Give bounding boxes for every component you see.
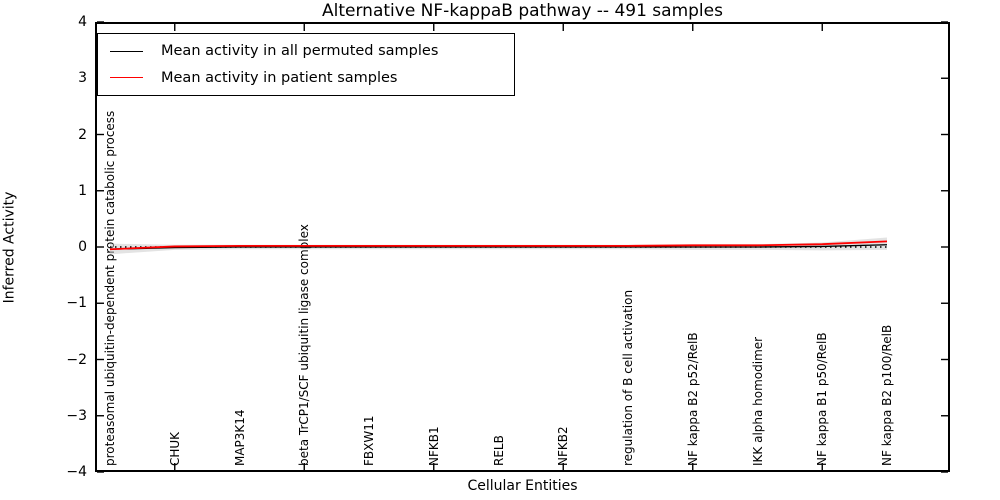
y-tick-label: 4: [78, 14, 87, 30]
y-tick-label: −4: [66, 464, 87, 480]
permuted-line-swatch-icon: [110, 50, 143, 52]
x-tick-label: MAP3K14: [232, 409, 247, 466]
series-line-1: [109, 240, 888, 251]
x-tick-label: NFKB2: [556, 426, 571, 466]
series-line-0: [109, 244, 888, 250]
x-tick-label: proteasomal ubiquitin-dependent protein …: [103, 110, 117, 466]
y-tick-label: −3: [66, 407, 87, 424]
x-tick-label: CHUK: [167, 431, 182, 466]
x-tick-label: regulation of B cell activation: [621, 289, 635, 466]
uncertainty-band: [110, 237, 887, 255]
y-tick-label: −2: [66, 351, 87, 368]
legend-entry-permuted: Mean activity in all permuted samples: [98, 39, 514, 63]
x-tick-label: NF kappa B1 p50/RelB: [815, 332, 830, 466]
legend-label-permuted: Mean activity in all permuted samples: [161, 43, 439, 60]
y-tick-label: −1: [66, 295, 87, 312]
patient-line-swatch-icon: [110, 77, 143, 79]
x-tick-label: NFKB1: [426, 426, 441, 466]
legend-entry-patient: Mean activity in patient samples: [98, 66, 514, 90]
y-tick-label: 3: [78, 70, 87, 87]
chart-title: Alternative NF-kappaB pathway -- 491 sam…: [322, 1, 723, 21]
x-tick-label: beta TrCP1/SCF ubiquitin ligase complex: [297, 224, 312, 466]
x-tick-label: FBXW11: [362, 415, 376, 467]
y-tick-label: 1: [78, 182, 87, 199]
y-axis-title: Inferred Activity: [1, 191, 18, 304]
x-tick-label: NF kappa B2 p100/RelB: [880, 324, 894, 466]
y-tick-label: 2: [78, 126, 87, 143]
x-tick-label: RELB: [491, 435, 506, 466]
legend: Mean activity in all permuted samples Me…: [97, 33, 515, 96]
x-axis-title: Cellular Entities: [467, 478, 578, 494]
x-tick-label: IKK alpha homodimer: [750, 336, 765, 466]
y-tick-label: 0: [78, 239, 87, 255]
legend-label-patient: Mean activity in patient samples: [161, 69, 398, 86]
x-tick-label: NF kappa B2 p52/RelB: [685, 332, 700, 466]
